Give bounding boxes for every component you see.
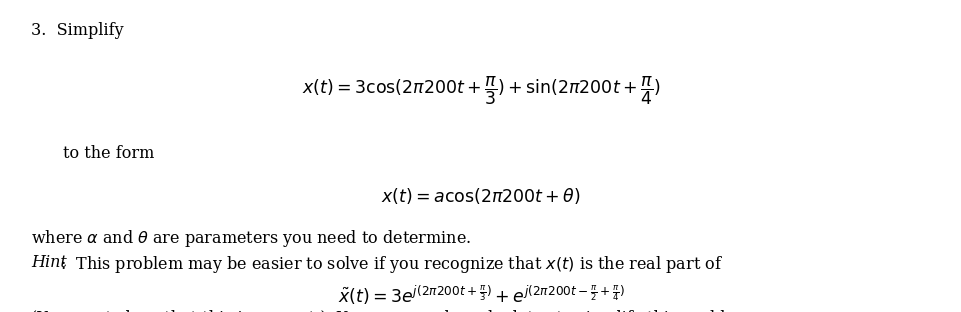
Text: :  This problem may be easier to solve if you recognize that $x(t)$ is the real : : This problem may be easier to solve if… xyxy=(60,254,722,275)
Text: where $\alpha$ and $\theta$ are parameters you need to determine.: where $\alpha$ and $\theta$ are paramete… xyxy=(31,228,471,249)
Text: (You must show that this is correct.)  You may need a calculator to simplify thi: (You must show that this is correct.) Yo… xyxy=(31,310,754,312)
Text: $x(t) = a\cos(2\pi 200t + \theta)$: $x(t) = a\cos(2\pi 200t + \theta)$ xyxy=(381,186,580,206)
Text: $x(t) = 3\cos(2\pi 200t + \dfrac{\pi}{3}) + \sin(2\pi 200t + \dfrac{\pi}{4})$: $x(t) = 3\cos(2\pi 200t + \dfrac{\pi}{3}… xyxy=(302,75,659,107)
Text: $\tilde{x}(t) = 3e^{j(2\pi 200t + \frac{\pi}{3})} + e^{j(2\pi 200t - \frac{\pi}{: $\tilde{x}(t) = 3e^{j(2\pi 200t + \frac{… xyxy=(337,284,624,307)
Text: Hint: Hint xyxy=(31,254,66,271)
Text: 3.  Simplify: 3. Simplify xyxy=(31,22,123,39)
Text: to the form: to the form xyxy=(62,145,154,162)
